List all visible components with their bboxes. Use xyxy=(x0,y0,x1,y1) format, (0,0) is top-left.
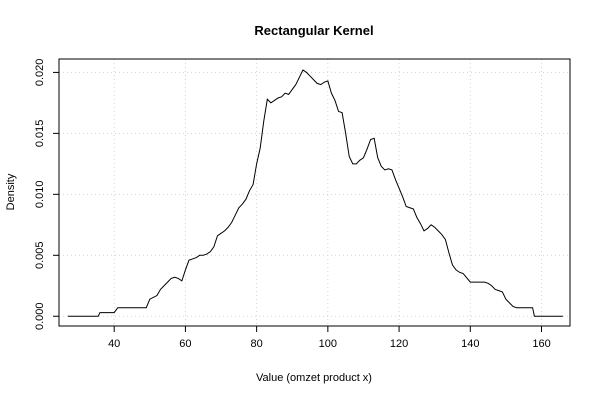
x-tick-label: 40 xyxy=(108,338,120,350)
chart-title: Rectangular Kernel xyxy=(254,23,373,38)
x-tick-label: 160 xyxy=(532,338,550,350)
x-tick-label: 60 xyxy=(179,338,191,350)
y-tick-label: 0.000 xyxy=(34,302,46,330)
density-curve xyxy=(67,69,563,317)
y-axis: 0.000 0.005 0.010 0.015 0.020 xyxy=(34,59,60,330)
plot-frame xyxy=(58,58,571,327)
y-tick-label: 0.015 xyxy=(34,120,46,148)
x-tick-label: 80 xyxy=(251,338,263,350)
x-axis-label: Value (omzet product x) xyxy=(256,372,372,384)
x-tick-label: 100 xyxy=(319,338,337,350)
y-axis-label: Density xyxy=(5,173,17,210)
y-tick-label: 0.020 xyxy=(34,59,46,87)
grid-layer xyxy=(59,59,570,326)
x-tick-label: 120 xyxy=(390,338,408,350)
y-tick-label: 0.010 xyxy=(34,181,46,209)
y-tick-label: 0.005 xyxy=(34,242,46,270)
x-axis: 40 60 80 100 120 140 160 xyxy=(108,325,551,350)
x-tick-label: 140 xyxy=(461,338,479,350)
